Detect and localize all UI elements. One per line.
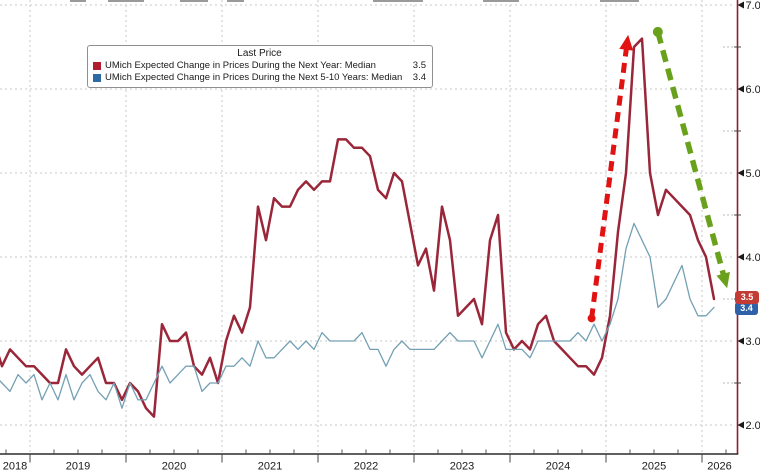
- cropped-header-text-remnant: [600, 0, 639, 2]
- legend-item-label: UMich Expected Change in Prices During t…: [105, 60, 376, 71]
- cropped-header-text-remnant: [227, 0, 244, 2]
- legend-item-value: 3.5: [412, 60, 426, 71]
- y-axis: 7.0 6.0 5.0 4.0 3.0 2.0: [723, 0, 760, 454]
- cropped-header-text-remnant: [108, 0, 144, 2]
- blue-series-swatch-icon: [93, 74, 101, 82]
- legend-box: Last Price UMich Expected Change in Pric…: [87, 45, 433, 88]
- cropped-header-text-remnant: [180, 0, 208, 2]
- red-series-swatch-icon: [93, 62, 101, 70]
- svg-text:6.0: 6.0: [746, 84, 760, 96]
- series-line-5-10-years: [0, 222, 715, 409]
- x-axis-year-label: 2024: [546, 461, 570, 473]
- legend-item-5-10-years: UMich Expected Change in Prices During t…: [93, 72, 426, 84]
- last-price-badge-blue: 3.4: [735, 302, 758, 315]
- x-axis-year-label: 2021: [258, 461, 282, 473]
- x-axis: 2018 2019 2020 2021 2022 2023 2024 2025 2026: [0, 449, 739, 473]
- x-axis-year-label: 2026: [707, 461, 731, 473]
- svg-text:2.0: 2.0: [746, 420, 760, 432]
- surge-arrow-up: [587, 34, 634, 323]
- legend-title: Last Price: [237, 48, 282, 59]
- x-axis-year-label: 2025: [642, 461, 666, 473]
- svg-text:3.0: 3.0: [746, 336, 760, 348]
- last-price-badge-red: 3.5: [735, 291, 759, 304]
- x-axis-year-label: 2022: [354, 461, 378, 473]
- x-axis-year-label: 2020: [162, 461, 186, 473]
- cropped-header-text-remnant: [70, 0, 86, 2]
- legend-item-next-year: UMich Expected Change in Prices During t…: [93, 60, 426, 72]
- svg-text:7.0: 7.0: [746, 0, 760, 12]
- x-axis-year-label: 2019: [66, 461, 90, 473]
- svg-text:4.0: 4.0: [746, 252, 760, 264]
- legend-item-value: 3.4: [412, 72, 426, 83]
- legend-item-label: UMich Expected Change in Prices During t…: [105, 72, 403, 83]
- x-axis-year-label: 2023: [450, 461, 474, 473]
- series-line-next-year: [0, 37, 716, 418]
- decline-arrow-down: [652, 26, 730, 289]
- x-axis-year-label: 2018: [3, 461, 27, 473]
- cropped-header-text-remnant: [373, 0, 423, 2]
- svg-text:5.0: 5.0: [746, 168, 760, 180]
- cropped-header-text-remnant: [483, 0, 519, 2]
